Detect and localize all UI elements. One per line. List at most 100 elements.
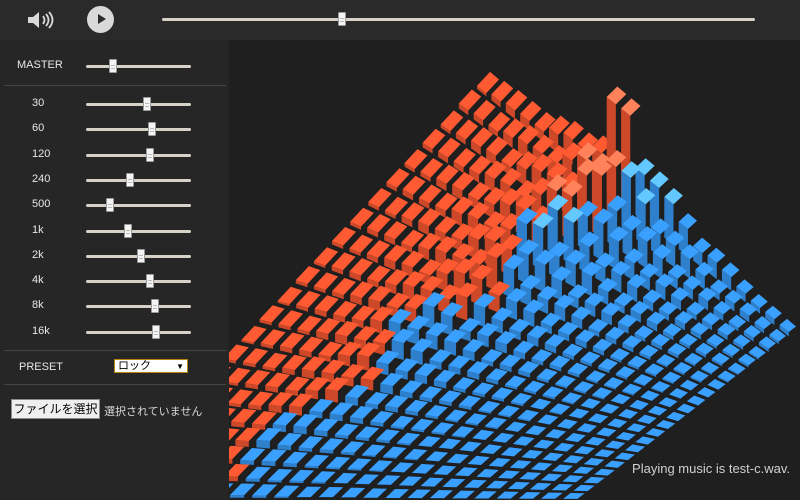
band-slider-30-thumb[interactable] bbox=[142, 97, 151, 111]
band-label-240: 240 bbox=[32, 172, 51, 185]
spectrum-bar bbox=[567, 284, 589, 310]
spectrum-bar bbox=[404, 293, 428, 324]
band-slider-500-thumb[interactable] bbox=[106, 198, 115, 213]
spectrum-bar bbox=[556, 419, 578, 429]
master-slider[interactable] bbox=[86, 59, 191, 73]
spectrum-bar bbox=[433, 369, 457, 389]
spectrum-bar bbox=[758, 336, 776, 352]
spectrum-bar bbox=[615, 431, 636, 441]
spectrum-bar bbox=[565, 249, 586, 288]
spectrum-bar bbox=[592, 387, 613, 400]
spectrum-bar bbox=[525, 425, 547, 436]
spectrum-bar bbox=[601, 302, 622, 326]
band-slider-240-thumb[interactable] bbox=[126, 172, 135, 187]
spectrum-bar bbox=[593, 208, 614, 262]
spectrum-bar bbox=[622, 335, 642, 353]
spectrum-bar bbox=[349, 258, 374, 282]
spectrum-bar bbox=[656, 354, 676, 368]
spectrum-bar bbox=[473, 99, 496, 127]
band-slider-1k-thumb[interactable] bbox=[124, 223, 133, 238]
spectrum-bar bbox=[383, 446, 407, 459]
spectrum-bar bbox=[587, 413, 609, 424]
status-text: Playing music is test-c.wav. bbox=[632, 461, 790, 476]
spectrum-bar bbox=[367, 213, 391, 238]
spectrum-bar bbox=[422, 128, 446, 154]
spectrum-bar bbox=[536, 368, 558, 384]
spectrum-bar bbox=[404, 149, 428, 173]
spectrum-bar bbox=[355, 426, 380, 442]
spectrum-bar bbox=[665, 230, 685, 268]
seek-thumb[interactable] bbox=[338, 12, 347, 26]
band-slider-120[interactable] bbox=[86, 147, 191, 162]
spectrum-bar bbox=[615, 366, 636, 380]
band-slider-120-thumb[interactable] bbox=[146, 147, 155, 162]
spectrum-bar bbox=[278, 310, 304, 331]
spectrum-bar bbox=[765, 305, 782, 326]
band-slider-1k[interactable] bbox=[86, 223, 191, 238]
band-slider-4k[interactable] bbox=[86, 274, 191, 289]
spectrum-bar bbox=[465, 413, 488, 426]
spectrum-bar bbox=[259, 305, 285, 326]
band-label-120: 120 bbox=[32, 147, 51, 160]
spectrum-bar bbox=[701, 361, 720, 375]
spectrum-bar bbox=[736, 279, 754, 303]
spectrum-bar bbox=[390, 462, 414, 473]
choose-file-button[interactable]: ファイルを選択 bbox=[11, 399, 100, 419]
spectrum-bar bbox=[445, 409, 468, 423]
spectrum-bar bbox=[453, 377, 476, 393]
spectrum-bar bbox=[510, 392, 533, 407]
spectrum-bar bbox=[439, 390, 462, 407]
spectrum-bar bbox=[679, 333, 698, 349]
speaker-icon[interactable] bbox=[26, 10, 58, 30]
band-label-60: 60 bbox=[32, 122, 45, 135]
spectrum-bar bbox=[277, 432, 303, 451]
band-slider-16k[interactable] bbox=[86, 324, 191, 339]
band-slider-240[interactable] bbox=[86, 172, 191, 187]
spectrum-bar bbox=[599, 403, 620, 414]
band-slider-2k[interactable] bbox=[86, 248, 191, 263]
spectrum-bar bbox=[335, 320, 359, 346]
spectrum-bar bbox=[644, 363, 665, 378]
band-slider-60-thumb[interactable] bbox=[148, 122, 157, 137]
spectrum-bar bbox=[588, 318, 609, 338]
seek-slider[interactable] bbox=[162, 12, 755, 26]
spectrum-bar bbox=[448, 355, 471, 375]
spectrum-bar bbox=[350, 281, 374, 306]
band-slider-30[interactable] bbox=[86, 97, 191, 111]
band-slider-500[interactable] bbox=[86, 198, 191, 213]
spectrum-bar bbox=[690, 370, 709, 383]
spectrum-bar bbox=[299, 336, 324, 358]
spectrum-bar bbox=[567, 362, 589, 378]
spectrum-bar bbox=[629, 399, 649, 410]
spectrum-bar bbox=[277, 286, 303, 307]
spectrum-bar bbox=[241, 325, 267, 345]
spectrum-bar bbox=[594, 468, 615, 476]
master-slider-thumb[interactable] bbox=[109, 59, 118, 73]
spectrum-bar bbox=[420, 477, 444, 487]
band-label-30: 30 bbox=[32, 97, 45, 109]
spectrum-bar bbox=[267, 469, 293, 483]
spectrum-bar bbox=[647, 405, 668, 416]
spectrum-bar bbox=[293, 414, 318, 435]
band-slider-4k-thumb[interactable] bbox=[146, 274, 155, 289]
band-label-16k: 16k bbox=[32, 324, 50, 337]
band-slider-60[interactable] bbox=[86, 122, 191, 137]
preset-select[interactable]: ロック ▼ bbox=[114, 359, 188, 373]
spectrum-bar bbox=[485, 417, 507, 430]
play-icon[interactable] bbox=[87, 6, 114, 33]
band-slider-8k[interactable] bbox=[86, 299, 191, 314]
spectrum-bar bbox=[318, 341, 343, 363]
spectrum-bar bbox=[314, 295, 339, 318]
spectrum-bar bbox=[488, 111, 511, 138]
spectrum-bar bbox=[274, 485, 300, 498]
spectrum-bar bbox=[642, 289, 663, 312]
spectrum-bar bbox=[721, 262, 740, 291]
band-slider-16k-thumb[interactable] bbox=[152, 324, 161, 339]
spectrum-bar bbox=[454, 467, 478, 477]
band-slider-2k-thumb[interactable] bbox=[136, 248, 145, 263]
spectrum-bar bbox=[279, 332, 305, 354]
spectrum-bar bbox=[295, 266, 321, 288]
master-label: MASTER bbox=[17, 59, 63, 71]
band-slider-8k-thumb[interactable] bbox=[151, 299, 160, 314]
